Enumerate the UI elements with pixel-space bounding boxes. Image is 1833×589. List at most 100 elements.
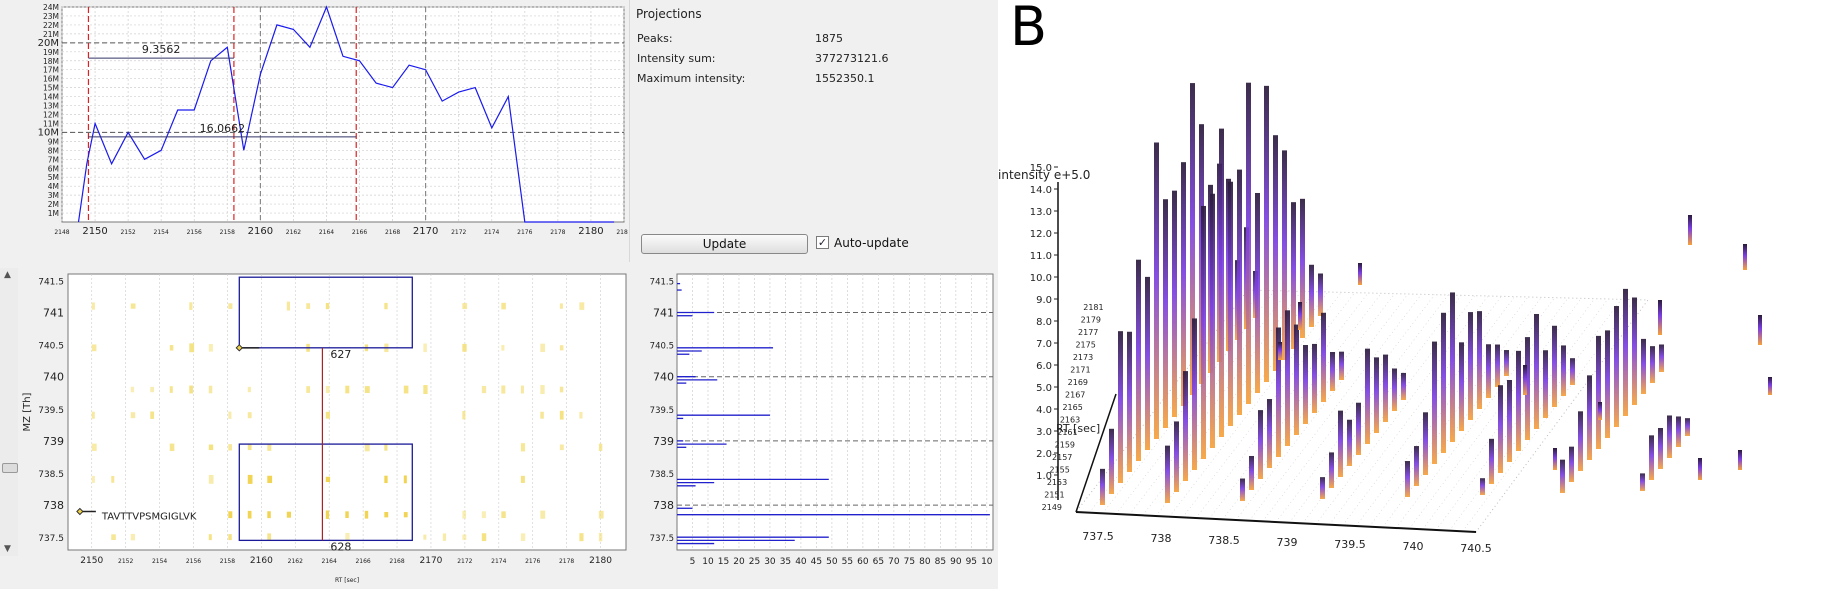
tic-xtick-label: 2154	[154, 229, 169, 236]
rt-tick-label: 2163	[1060, 416, 1080, 425]
map-xtick-label: 2154	[152, 558, 167, 565]
map-xtick-label: 2164	[322, 558, 337, 565]
feature-label-628: 628	[330, 540, 351, 553]
peak-bar	[1486, 344, 1491, 398]
map-peak	[208, 534, 212, 541]
map-peak	[91, 475, 95, 483]
z-tick-label: 1.0	[1036, 471, 1052, 482]
peak-bar	[1743, 244, 1747, 270]
map-peak	[228, 534, 232, 541]
peak-bar	[1163, 199, 1168, 428]
z-tick-label: 5.0	[1036, 383, 1052, 394]
floor-grid-line	[1235, 293, 1409, 521]
tic-xtick-label: 2168	[385, 229, 400, 236]
map-ytick-label: 738.5	[38, 470, 64, 480]
z-tick-label: 7.0	[1036, 339, 1052, 350]
rt-tick-label: 2169	[1068, 378, 1088, 387]
map-peak	[228, 444, 232, 451]
map-peak	[111, 475, 115, 483]
tic-ytick-label: 6M	[48, 164, 59, 173]
map-peak	[462, 303, 468, 310]
rt-axis	[1075, 393, 1117, 513]
update-button[interactable]: Update	[641, 234, 808, 254]
peak-bar	[1329, 452, 1334, 488]
map-peak	[306, 386, 311, 393]
scroll-thumb[interactable]	[2, 463, 18, 473]
map-peak	[481, 533, 487, 542]
floor-grid-line	[1209, 293, 1382, 519]
map-ytick-label: 740	[43, 371, 64, 384]
projections-panel: Projections Peaks: 1875 Intensity sum: 3…	[629, 0, 997, 262]
bars-xtick-label: 10	[702, 557, 714, 567]
rt-tick-label: 2171	[1070, 366, 1090, 375]
map-peak	[598, 510, 604, 519]
map-peak	[540, 385, 545, 395]
tic-xtick-label: 2170	[413, 226, 438, 237]
rt-tick-label: 2155	[1049, 466, 1069, 475]
bars-ytick-label: 740	[653, 371, 674, 384]
floor-grid-line	[1195, 292, 1369, 519]
map-peak	[364, 386, 370, 393]
map-peak	[345, 511, 349, 519]
tic-xtick-label: 2156	[187, 229, 202, 236]
map-peak	[403, 475, 407, 484]
z-tick-label: 10.0	[1030, 273, 1052, 284]
map-peak	[247, 510, 252, 519]
tic-ytick-label: 8M	[48, 146, 59, 155]
auto-update-checkbox[interactable]: ✓	[816, 236, 829, 249]
map-peak	[325, 510, 330, 519]
auto-update-label: Auto-update	[834, 236, 909, 250]
tic-ytick-label: 11M	[43, 119, 59, 128]
peak-bar	[1255, 192, 1260, 393]
peak-bar	[1365, 348, 1370, 444]
peak-bar	[1210, 193, 1215, 448]
peaks-value: 1875	[815, 32, 843, 45]
peak-bar	[1623, 288, 1628, 416]
map-peak	[189, 385, 193, 394]
peak-bar	[1285, 310, 1290, 446]
map-peak	[579, 411, 583, 419]
peak-bar	[1174, 421, 1179, 492]
mz-tick-label: 740.5	[1460, 542, 1492, 555]
map-peak	[501, 344, 505, 351]
peak-bar	[1578, 411, 1583, 471]
map-peak	[208, 344, 213, 352]
map-ytick-label: 740.5	[38, 342, 64, 352]
bars-ytick-label: 740.5	[650, 342, 674, 352]
floor-grid	[1075, 289, 1649, 533]
peak-3d-view[interactable]: intensity e+5.0 1.0 2.0 3.0 4.0 5.0 6.0 7.0 8.0 9…	[998, 0, 1833, 589]
z-tick-label: 8.0	[1036, 317, 1052, 328]
peak-bar	[1405, 461, 1410, 497]
peak-bar	[1383, 354, 1388, 422]
map-peak	[462, 510, 466, 519]
map-peak	[325, 476, 331, 483]
peak-bar	[1523, 365, 1527, 395]
map-xtick-label: 2152	[118, 558, 133, 565]
peak-bar	[1303, 345, 1308, 424]
vertical-scrollbar[interactable]: ▲ ▼	[0, 268, 18, 556]
bars-ytick-label: 739	[653, 435, 674, 448]
map-peak	[130, 533, 136, 541]
map-peak	[91, 344, 97, 352]
peak-bar	[1688, 215, 1692, 245]
rt-tick-label: 2167	[1065, 391, 1085, 400]
scroll-up-arrow-icon[interactable]: ▲	[4, 270, 11, 280]
map-peak	[169, 443, 175, 452]
bars-xtick-label: 15	[718, 557, 729, 567]
map-xtick-label: 2158	[220, 558, 235, 565]
map-peak	[501, 385, 506, 394]
scroll-down-arrow-icon[interactable]: ▼	[4, 544, 11, 554]
peak-bar	[1100, 468, 1105, 505]
rt-tick-label: 2157	[1052, 453, 1072, 462]
figure-label-b: B	[1010, 0, 1048, 58]
peptide-label: TAVTTVPSMGIGLVK	[101, 511, 197, 522]
peak-bar	[1165, 445, 1170, 503]
map-peak	[169, 345, 174, 351]
mz-projection-bars: 741.5 741 740.5 740 739.5 739 738.5 738 737.5 5 10…	[650, 273, 994, 567]
bars-xtick-label: 10	[981, 557, 993, 567]
peak-bar	[1504, 350, 1509, 376]
tic-ytick-label: 1M	[48, 209, 59, 218]
tic-xtick-label: 2150	[82, 226, 107, 237]
mz-rt-map[interactable]: 741.5 741 740.5 740 739.5 739 738.5 738 737.5 215…	[18, 268, 630, 589]
rt-tick-label: 2181	[1083, 303, 1103, 312]
